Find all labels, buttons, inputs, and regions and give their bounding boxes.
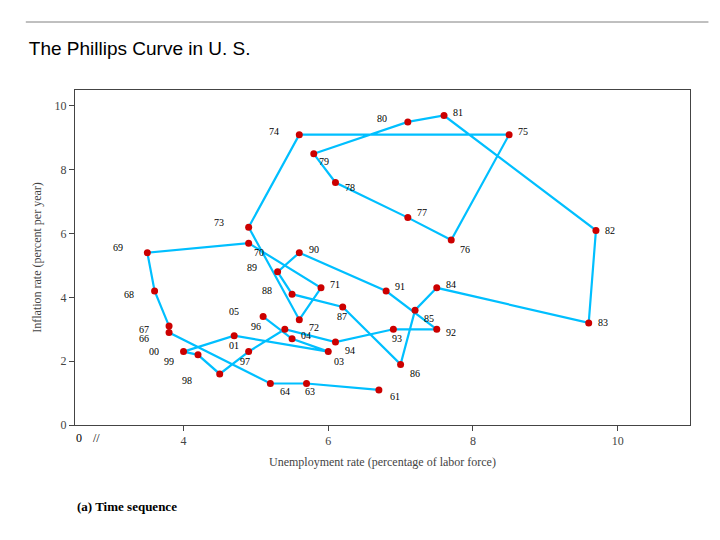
svg-text:64: 64 xyxy=(280,386,290,397)
svg-text:72: 72 xyxy=(309,322,319,333)
svg-text:90: 90 xyxy=(309,244,319,255)
svg-text:8: 8 xyxy=(470,434,476,448)
svg-text:01: 01 xyxy=(229,340,239,351)
svg-text:75: 75 xyxy=(518,126,528,137)
svg-text:69: 69 xyxy=(113,242,123,253)
svg-text:92: 92 xyxy=(446,327,456,338)
svg-text:0: 0 xyxy=(61,418,67,432)
svg-text:Inflation rate (percent per ye: Inflation rate (percent per year) xyxy=(30,182,44,333)
svg-text:88: 88 xyxy=(262,285,272,296)
svg-text:05: 05 xyxy=(229,306,239,317)
svg-text:80: 80 xyxy=(377,113,387,124)
svg-text:70: 70 xyxy=(254,247,264,258)
svg-text:(a) Time sequence: (a) Time sequence xyxy=(77,499,177,514)
svg-text:66: 66 xyxy=(139,333,149,344)
svg-text:89: 89 xyxy=(247,262,257,273)
svg-text:82: 82 xyxy=(605,225,615,236)
svg-text:83: 83 xyxy=(598,317,608,328)
svg-text:8: 8 xyxy=(61,163,67,177)
svg-text:The Phillips Curve in U. S.: The Phillips Curve in U. S. xyxy=(29,38,251,59)
svg-text:87: 87 xyxy=(337,311,347,322)
svg-text:77: 77 xyxy=(417,207,427,218)
svg-text:93: 93 xyxy=(392,333,402,344)
svg-text:85: 85 xyxy=(424,313,434,324)
svg-text:94: 94 xyxy=(345,345,355,356)
svg-text:63: 63 xyxy=(305,386,315,397)
svg-text:67: 67 xyxy=(139,324,149,335)
svg-text:97: 97 xyxy=(240,356,250,367)
svg-text:76: 76 xyxy=(460,244,470,255)
svg-text:84: 84 xyxy=(446,279,456,290)
svg-text:73: 73 xyxy=(214,217,224,228)
svg-text:71: 71 xyxy=(330,279,340,290)
svg-text:68: 68 xyxy=(124,289,134,300)
svg-text:79: 79 xyxy=(319,156,329,167)
svg-text:99: 99 xyxy=(164,356,174,367)
svg-text://: // xyxy=(93,431,100,445)
svg-text:0: 0 xyxy=(76,431,82,445)
svg-text:04: 04 xyxy=(301,330,311,341)
svg-text:61: 61 xyxy=(390,391,400,402)
svg-text:6: 6 xyxy=(325,434,331,448)
svg-text:00: 00 xyxy=(149,346,159,357)
svg-text:2: 2 xyxy=(61,354,67,368)
svg-text:96: 96 xyxy=(251,321,261,332)
svg-text:10: 10 xyxy=(612,434,624,448)
svg-text:4: 4 xyxy=(181,434,187,448)
svg-text:4: 4 xyxy=(61,291,67,305)
svg-text:10: 10 xyxy=(55,99,67,113)
svg-text:98: 98 xyxy=(182,375,192,386)
svg-text:74: 74 xyxy=(269,126,279,137)
svg-text:91: 91 xyxy=(395,281,405,292)
svg-text:78: 78 xyxy=(345,182,355,193)
svg-text:86: 86 xyxy=(410,368,420,379)
svg-text:6: 6 xyxy=(61,227,67,241)
svg-text:81: 81 xyxy=(453,107,463,118)
svg-text:03: 03 xyxy=(334,356,344,367)
svg-text:Unemployment rate (percentage: Unemployment rate (percentage of labor f… xyxy=(269,455,496,469)
